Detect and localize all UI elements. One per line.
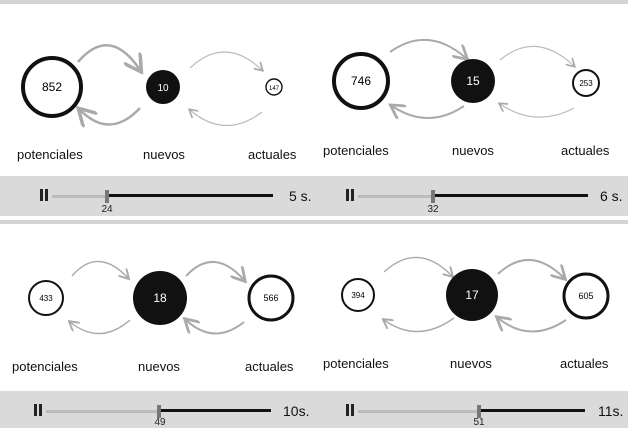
player-bar: 49 10s.: [0, 391, 318, 428]
label-new: nuevos: [450, 356, 492, 371]
pause-icon[interactable]: [40, 189, 49, 201]
label-new: nuevos: [143, 147, 185, 162]
potential-circle: [28, 280, 64, 316]
label-current: actuales: [248, 147, 297, 162]
player-bar: 32 6 s.: [318, 176, 628, 216]
potential-value: 433: [39, 294, 53, 303]
current-circle: [247, 274, 295, 322]
potential-circle: [341, 278, 375, 312]
arrow-potential-to-new: [383, 256, 452, 276]
time-label: 5 s.: [289, 188, 312, 204]
new-circle: [451, 59, 495, 103]
label-new: nuevos: [138, 359, 180, 374]
new-circle: [146, 70, 180, 104]
new-value: 17: [465, 288, 479, 302]
progress-track-remaining[interactable]: [108, 194, 273, 197]
pause-icon[interactable]: [34, 404, 43, 416]
flow-diagram: 394 17 605: [341, 256, 610, 333]
panel-top-divider: [318, 0, 628, 4]
current-value: 253: [579, 79, 593, 88]
panel-2: 746 15 253 potenciales nuevos actuales 3…: [318, 0, 628, 216]
potential-value: 746: [351, 74, 371, 88]
arrow-potential-to-new: [389, 39, 466, 58]
progress-value: 24: [101, 204, 113, 215]
progress-track-remaining[interactable]: [159, 409, 271, 412]
arrow-current-to-new: [186, 320, 245, 335]
panel-4: 394 17 605 potenciales nuevos actuales 5…: [318, 216, 628, 428]
arrow-new-to-potential: [70, 319, 131, 335]
progress-track-remaining[interactable]: [433, 194, 588, 197]
progress-track-played[interactable]: [46, 410, 159, 413]
flow-diagram: 433 18 566: [28, 260, 295, 335]
progress-value: 49: [154, 417, 166, 428]
progress-track-played[interactable]: [358, 195, 433, 198]
flow-diagram: 746 15 253: [332, 39, 600, 170]
arrow-new-to-potential: [80, 108, 141, 125]
new-circle: [133, 271, 187, 325]
time-label: 10s.: [283, 403, 310, 419]
time-label: 6 s.: [600, 188, 623, 204]
new-value: 15: [466, 74, 480, 88]
arrow-current-to-new: [190, 110, 263, 127]
progress-thumb[interactable]: [477, 405, 481, 418]
progress-track-played[interactable]: [52, 195, 108, 198]
label-potential: potenciales: [17, 147, 83, 162]
arrow-new-to-potential: [384, 317, 455, 333]
label-new: nuevos: [452, 143, 494, 158]
current-circle: [265, 78, 283, 96]
progress-thumb[interactable]: [431, 190, 435, 203]
arrow-potential-to-new: [71, 260, 128, 278]
player-bar: 24 5 s.: [0, 176, 318, 216]
progress-thumb[interactable]: [157, 405, 161, 418]
arrow-current-to-new: [498, 318, 567, 333]
pause-icon[interactable]: [346, 189, 355, 201]
panel-top-divider: [0, 0, 318, 4]
panel-top-divider: [0, 220, 318, 224]
current-circle: [572, 69, 600, 97]
panel-3: 433 18 566 potenciales nuevos actuales 4…: [0, 216, 318, 428]
player-bar: 51 11s.: [318, 391, 628, 428]
label-current: actuales: [561, 143, 610, 158]
new-circle: [446, 269, 498, 321]
arrow-new-to-current: [189, 51, 262, 70]
label-potential: potenciales: [323, 143, 389, 158]
potential-circle: [21, 56, 83, 118]
arrow-new-to-current: [499, 45, 574, 66]
new-value: 10: [157, 83, 169, 94]
progress-track-remaining[interactable]: [479, 409, 585, 412]
arrow-current-to-new: [500, 104, 575, 118]
current-value: 147: [269, 86, 280, 92]
label-potential: potenciales: [323, 356, 389, 371]
progress-value: 51: [473, 417, 485, 428]
current-value: 605: [578, 291, 593, 301]
panel-top-divider: [318, 220, 628, 224]
current-circle: [562, 272, 610, 320]
time-label: 11s.: [598, 403, 624, 419]
arrow-new-to-potential: [392, 106, 465, 118]
arrow-new-to-current: [185, 260, 244, 280]
panel-1: 852 10 147 potenciales nuevos actuales 2…: [0, 0, 318, 216]
flow-diagram: 852 10 147: [21, 44, 283, 170]
progress-track-played[interactable]: [358, 410, 479, 413]
potential-circle: [332, 52, 390, 110]
new-value: 18: [153, 291, 167, 305]
label-current: actuales: [560, 356, 609, 371]
label-current: actuales: [245, 359, 294, 374]
current-value: 566: [263, 293, 278, 303]
potential-value: 852: [42, 80, 62, 94]
potential-value: 394: [351, 291, 365, 300]
progress-thumb[interactable]: [105, 190, 109, 203]
arrow-potential-to-new: [77, 44, 140, 70]
arrow-new-to-current: [497, 259, 564, 278]
label-potential: potenciales: [12, 359, 78, 374]
progress-value: 32: [427, 204, 439, 215]
pause-icon[interactable]: [346, 404, 355, 416]
